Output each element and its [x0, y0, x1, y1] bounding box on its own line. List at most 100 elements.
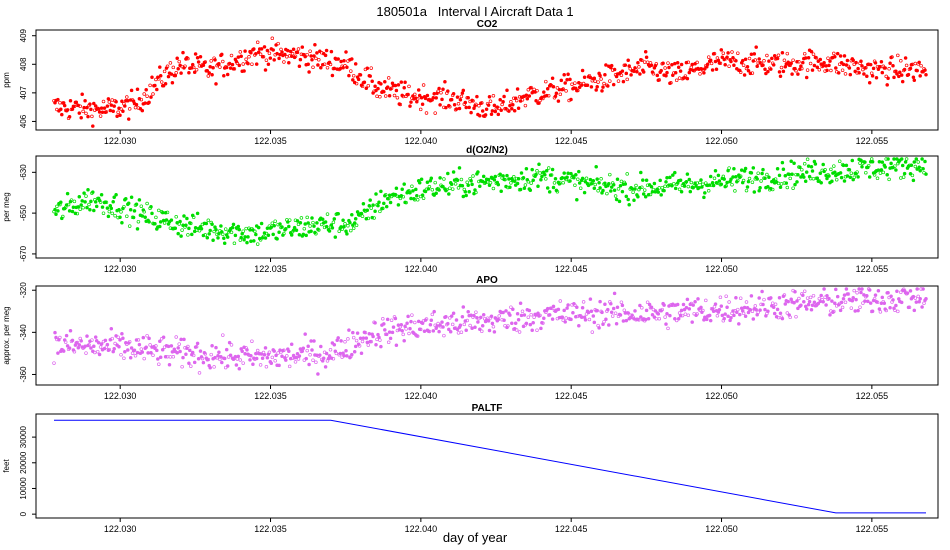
data-point [895, 289, 899, 294]
data-point [688, 189, 693, 194]
data-point [154, 215, 158, 220]
data-point [623, 63, 628, 67]
data-point [465, 180, 469, 185]
data-point [383, 328, 387, 332]
data-point [135, 350, 140, 355]
data-point [309, 229, 313, 234]
data-point [848, 175, 853, 180]
data-point [310, 216, 314, 220]
data-point [491, 324, 496, 329]
data-point [562, 308, 566, 313]
data-point [604, 317, 608, 322]
data-point [369, 206, 373, 210]
data-point [912, 78, 917, 83]
data-point [213, 58, 217, 62]
data-point [745, 185, 750, 189]
x-tick-label: 122.050 [705, 391, 738, 401]
data-point [205, 68, 210, 73]
y-axis-label: feet [2, 459, 11, 473]
data-point [676, 65, 681, 70]
x-tick-label: 122.055 [856, 391, 889, 401]
data-point [848, 72, 853, 77]
data-point [169, 218, 174, 222]
data-point [652, 181, 657, 186]
data-point [427, 185, 432, 189]
data-point [451, 311, 456, 316]
data-point [601, 188, 605, 193]
data-point [448, 329, 453, 334]
data-point [725, 180, 729, 185]
data-point [411, 189, 415, 193]
data-point [664, 73, 668, 78]
data-point [644, 178, 649, 182]
data-point [659, 193, 663, 197]
data-point [575, 197, 579, 202]
data-point [821, 162, 825, 167]
data-point [409, 196, 413, 201]
data-point [683, 74, 688, 78]
data-point [147, 220, 151, 224]
data-point [889, 161, 893, 166]
data-point [124, 197, 128, 201]
data-point [216, 236, 220, 240]
data-point [708, 318, 713, 323]
data-point [551, 84, 556, 89]
data-point [621, 79, 626, 84]
data-point [636, 195, 640, 199]
data-point [535, 88, 539, 93]
data-point [180, 364, 184, 369]
data-point [803, 179, 808, 184]
data-point [505, 173, 509, 178]
data-point [287, 60, 291, 65]
data-point [717, 308, 722, 312]
data-point [524, 93, 529, 97]
data-point [778, 74, 783, 79]
data-point [72, 199, 77, 204]
data-point [99, 342, 104, 346]
data-point [529, 181, 533, 185]
data-point [690, 320, 694, 324]
data-point [420, 193, 425, 197]
data-point [841, 297, 846, 301]
data-point [374, 88, 378, 93]
data-point [189, 221, 193, 226]
data-point [565, 175, 569, 179]
data-point [501, 100, 505, 104]
data-point [484, 107, 489, 112]
data-point [268, 56, 273, 60]
data-point [402, 182, 406, 186]
data-point [884, 74, 888, 79]
data-point [786, 299, 790, 304]
x-tick-label: 122.035 [254, 524, 287, 534]
data-point [415, 198, 420, 202]
data-point [821, 64, 825, 68]
data-point [418, 107, 423, 112]
data-point [417, 180, 422, 185]
data-point [643, 195, 648, 199]
data-point [123, 350, 127, 354]
data-point [626, 58, 630, 63]
data-point [743, 166, 748, 171]
data-point [619, 73, 624, 77]
data-point [766, 184, 770, 189]
data-point [118, 338, 122, 342]
data-point [366, 343, 371, 347]
data-point [483, 113, 488, 117]
data-point [761, 302, 765, 307]
data-point [769, 67, 773, 71]
data-point [727, 64, 731, 68]
data-point [203, 233, 208, 237]
data-point [282, 231, 286, 236]
data-point [382, 201, 386, 206]
data-point [308, 353, 312, 357]
data-point [302, 226, 307, 231]
data-point [574, 173, 578, 177]
data-point [323, 220, 328, 224]
data-point [144, 88, 148, 92]
data-point [91, 190, 95, 194]
data-point [105, 342, 110, 347]
data-point [270, 355, 275, 360]
data-point [180, 228, 184, 232]
data-point [701, 308, 705, 313]
